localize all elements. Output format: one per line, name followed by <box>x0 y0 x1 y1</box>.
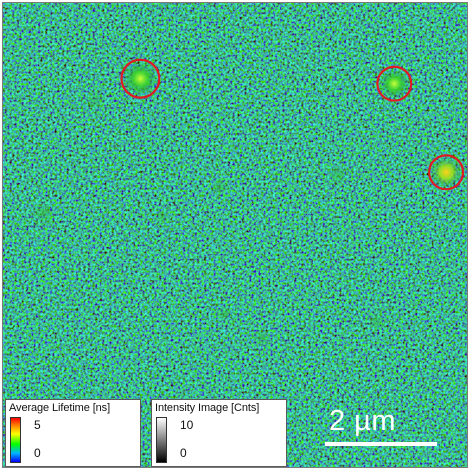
bright-spot <box>84 90 105 111</box>
circle-marker <box>120 58 161 99</box>
bright-spot <box>367 312 386 331</box>
intensity-colorbar <box>156 417 167 463</box>
scale-bar <box>325 442 437 446</box>
circle-markers <box>120 58 465 191</box>
bright-spot <box>380 69 409 98</box>
intensity-legend: Intensity Image [Cnts] 10 0 <box>151 399 287 467</box>
bright-spot <box>327 165 348 186</box>
circle-marker <box>376 65 413 102</box>
flim-image: Average Lifetime [ns] 5 0 Intensity Imag… <box>2 2 468 468</box>
bright-spot <box>216 305 233 322</box>
lifetime-max-label: 5 <box>34 418 41 432</box>
bright-spot <box>211 178 230 197</box>
scale-bar-label: 2 µm <box>329 405 397 437</box>
intensity-max-label: 10 <box>180 418 194 432</box>
lifetime-legend-title: Average Lifetime [ns] <box>9 402 111 414</box>
lifetime-legend: Average Lifetime [ns] 5 0 <box>5 399 141 467</box>
bright-spot <box>252 328 271 347</box>
bright-spot <box>30 202 55 227</box>
lifetime-colorbar <box>10 417 21 463</box>
circle-marker <box>428 154 465 191</box>
bright-spot <box>124 62 157 95</box>
bright-spot <box>154 209 171 226</box>
intensity-legend-title: Intensity Image [Cnts] <box>155 402 260 414</box>
bright-spot <box>431 157 462 188</box>
intensity-min-label: 0 <box>180 446 187 460</box>
lifetime-map <box>3 3 467 467</box>
lifetime-min-label: 0 <box>34 446 41 460</box>
